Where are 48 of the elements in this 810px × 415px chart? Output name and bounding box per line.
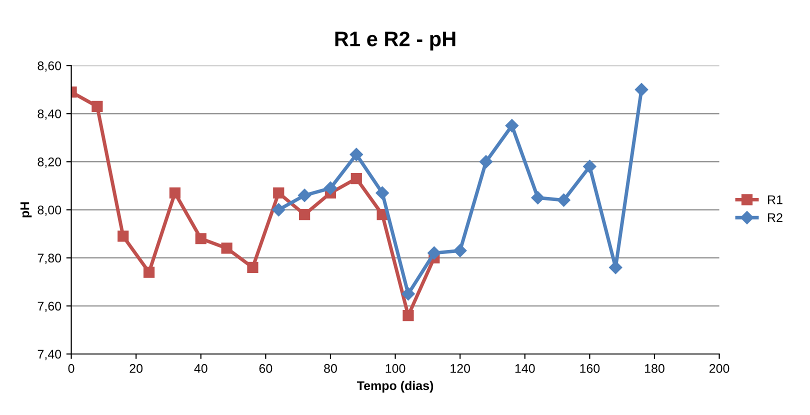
x-tick-label: 120 [450, 364, 470, 373]
x-tick-label: 20 [130, 364, 143, 373]
y-tick-label: 8,00 [38, 206, 62, 216]
y-tick-label: 7,80 [38, 254, 62, 264]
x-tick-label: 40 [194, 364, 208, 373]
x-tick-label: 200 [709, 364, 730, 373]
point [634, 83, 648, 96]
point [221, 242, 232, 254]
x-tick-label: 160 [580, 364, 600, 373]
point [531, 191, 544, 204]
x-tick-label: 180 [645, 364, 664, 373]
point [143, 266, 155, 278]
point [428, 246, 441, 260]
x-tick-label: 0 [68, 364, 74, 373]
y-tick-label: 8,20 [38, 158, 62, 168]
point [557, 194, 570, 207]
chart-title: R1 e R2 - pH [335, 32, 456, 50]
point [298, 188, 312, 202]
point [272, 203, 286, 216]
point [324, 182, 338, 195]
y-axis-title: pH [20, 202, 32, 218]
point [402, 310, 414, 322]
y-tick-label: 7,60 [38, 302, 62, 312]
point [479, 155, 493, 168]
point [92, 100, 103, 112]
x-tick-label: 60 [259, 364, 272, 373]
point [169, 187, 181, 199]
x-tick-label: 140 [515, 364, 535, 373]
x-axis-title: Tempo (dias) [356, 380, 434, 393]
point [118, 230, 129, 242]
y-tick-label: 7,40 [38, 350, 62, 360]
point [273, 187, 284, 199]
point [402, 287, 415, 300]
point [505, 119, 519, 132]
point [247, 262, 258, 274]
y-tick-label: 8,40 [38, 109, 62, 120]
point [453, 244, 467, 258]
x-tick-label: 80 [324, 364, 337, 373]
point [350, 172, 362, 184]
legend-label: R2 [768, 213, 782, 222]
point [376, 186, 389, 200]
point [299, 209, 310, 220]
y-tick-label: 8,60 [38, 61, 62, 72]
point [350, 148, 363, 162]
x-tick-label: 100 [386, 364, 406, 373]
legend-label: R1 [768, 195, 782, 204]
point [195, 233, 206, 244]
point [583, 160, 596, 174]
